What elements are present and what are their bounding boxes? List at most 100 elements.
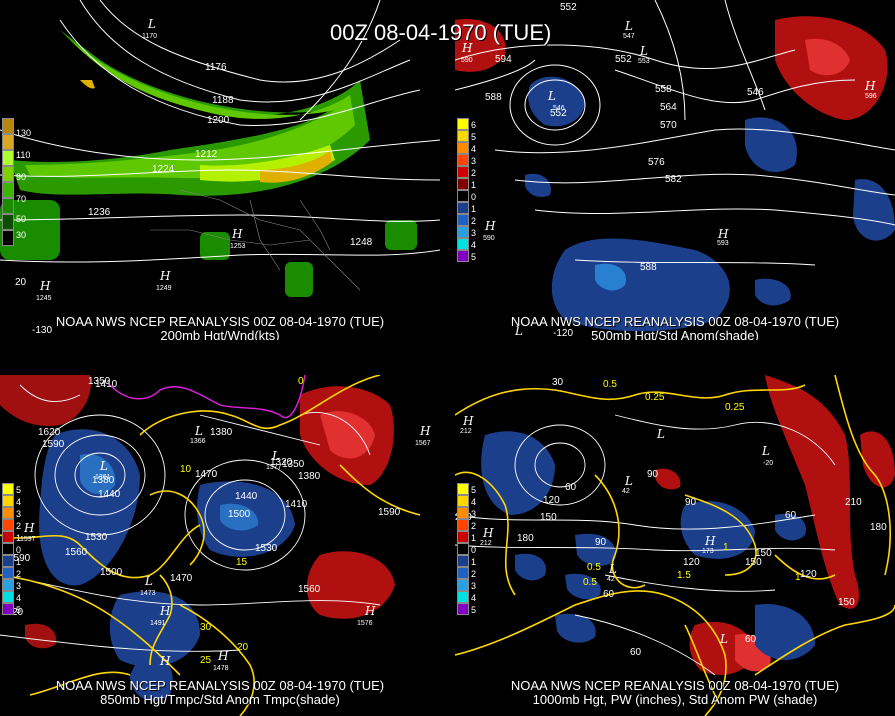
- svg-text:596: 596: [865, 93, 877, 100]
- svg-text:1560: 1560: [65, 547, 88, 558]
- svg-text:H: H: [482, 526, 494, 540]
- svg-text:1530: 1530: [85, 532, 108, 543]
- svg-text:558: 558: [655, 84, 672, 95]
- svg-text:1377: 1377: [266, 464, 282, 471]
- svg-text:1500: 1500: [228, 509, 251, 520]
- svg-text:L: L: [271, 449, 280, 463]
- svg-text:1410: 1410: [285, 499, 308, 510]
- caption-field: 1000mb Hgt, PW (inches), Std Anom PW (sh…: [532, 692, 818, 707]
- svg-text:L: L: [608, 562, 617, 576]
- svg-text:1576: 1576: [357, 620, 373, 627]
- svg-text:1440: 1440: [98, 489, 121, 500]
- zero-isotherm: [109, 375, 306, 419]
- svg-text:L: L: [656, 427, 665, 441]
- svg-text:547: 547: [623, 33, 635, 40]
- svg-text:1491: 1491: [150, 620, 166, 627]
- svg-text:H: H: [23, 521, 35, 535]
- svg-text:150: 150: [745, 557, 762, 568]
- svg-text:1440: 1440: [235, 491, 258, 502]
- svg-text:1590: 1590: [8, 553, 31, 564]
- svg-text:25: 25: [200, 655, 212, 666]
- svg-text:1470: 1470: [195, 469, 218, 480]
- svg-text:H: H: [159, 604, 171, 618]
- svg-text:0.5: 0.5: [587, 562, 601, 573]
- svg-text:546: 546: [553, 105, 565, 112]
- shade-patch: [0, 200, 60, 260]
- svg-text:L: L: [639, 44, 648, 58]
- svg-text:1380: 1380: [298, 471, 321, 482]
- anom-negative: [80, 454, 116, 495]
- legend-1000mb: 5 4 3 2 1 0 1 2 3 4 5: [457, 483, 476, 615]
- svg-text:1350: 1350: [282, 459, 305, 470]
- svg-text:1620: 1620: [38, 427, 61, 438]
- anom-positive: [306, 551, 395, 619]
- svg-text:20: 20: [237, 642, 249, 653]
- svg-text:546: 546: [747, 87, 764, 98]
- svg-text:H: H: [364, 604, 376, 618]
- svg-text:L: L: [514, 324, 523, 338]
- svg-text:212: 212: [480, 540, 492, 547]
- svg-text:H: H: [484, 219, 496, 233]
- svg-text:20: 20: [15, 277, 27, 288]
- svg-text:-130: -130: [32, 325, 52, 336]
- svg-text:590: 590: [483, 235, 495, 242]
- height-contours: [0, 384, 381, 652]
- svg-text:1560: 1560: [298, 584, 321, 595]
- svg-text:30: 30: [200, 622, 212, 633]
- jet-shade-max2: [80, 80, 95, 89]
- svg-text:564: 564: [660, 102, 677, 113]
- anom-negative: [755, 278, 791, 306]
- svg-text:1500: 1500: [100, 567, 123, 578]
- svg-text:552: 552: [615, 54, 632, 65]
- anom-negative: [528, 76, 585, 127]
- svg-text:L: L: [99, 459, 108, 473]
- svg-text:L: L: [547, 89, 556, 103]
- svg-text:593: 593: [717, 240, 729, 247]
- svg-text:1597: 1597: [20, 536, 36, 543]
- map-200mb: 1176 1188 1200 1212 1224 1236 1248 L 1170…: [0, 0, 440, 336]
- svg-text:150: 150: [755, 548, 772, 559]
- svg-text:1.5: 1.5: [677, 570, 691, 581]
- anom-positive: [765, 375, 860, 609]
- svg-text:1530: 1530: [255, 543, 278, 554]
- anom-negative: [220, 503, 259, 531]
- svg-text:1366: 1366: [190, 438, 206, 445]
- svg-text:60: 60: [603, 589, 615, 600]
- svg-text:173: 173: [702, 548, 714, 555]
- anom-negative: [551, 238, 730, 332]
- svg-text:H: H: [419, 424, 431, 438]
- anom-negative: [565, 573, 601, 600]
- caption-field: 500mb Hgt/Std Anom(shade): [591, 328, 759, 341]
- svg-text:1320: 1320: [270, 457, 293, 468]
- anom-negative: [595, 263, 626, 291]
- svg-text:1248: 1248: [350, 237, 373, 248]
- svg-text:H: H: [39, 279, 51, 293]
- map-outlines: [150, 189, 361, 291]
- shade-patch: [385, 220, 417, 250]
- caption-source: NOAA NWS NCEP REANALYSIS 00Z 08-04-1970 …: [510, 314, 840, 329]
- svg-text:120: 120: [543, 495, 560, 506]
- svg-text:0.25: 0.25: [645, 392, 665, 403]
- svg-text:L: L: [194, 424, 203, 438]
- caption-source: NOAA NWS NCEP REANALYSIS 00Z 08-04-1970 …: [55, 678, 385, 693]
- svg-text:576: 576: [648, 157, 665, 168]
- svg-text:60: 60: [745, 634, 757, 645]
- shade-patch: [285, 262, 313, 297]
- svg-text:L: L: [719, 632, 728, 646]
- svg-text:90: 90: [647, 469, 659, 480]
- svg-text:H: H: [461, 41, 473, 55]
- svg-text:150: 150: [540, 512, 557, 523]
- svg-text:1176: 1176: [205, 62, 227, 73]
- caption-source: NOAA NWS NCEP REANALYSIS 00Z 08-04-1970 …: [510, 678, 840, 693]
- svg-text:0.5: 0.5: [603, 379, 617, 390]
- map-500mb: 552 594 588 552 552 558 546 564 570 576 …: [455, 0, 895, 339]
- anom-negative: [575, 533, 616, 567]
- svg-text:1: 1: [795, 572, 801, 583]
- panel-850mb: 1350 1410 1620 1590 1380 1440 1380 1470 …: [0, 375, 440, 716]
- shade-patch: [200, 232, 230, 260]
- jet-shade-max: [260, 150, 332, 183]
- svg-text:L: L: [761, 444, 770, 458]
- temperature-contours: [0, 375, 421, 716]
- panel-500mb: 552 594 588 552 552 558 546 564 570 576 …: [455, 0, 895, 340]
- svg-text:L: L: [624, 19, 633, 33]
